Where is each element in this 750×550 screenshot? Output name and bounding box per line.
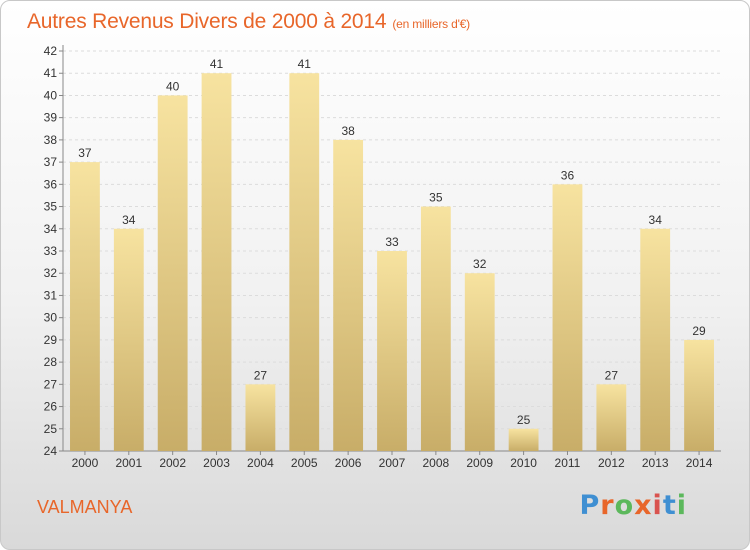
x-tick-label: 2008	[423, 456, 450, 470]
x-tick-label: 2004	[247, 456, 274, 470]
logo-letter: r	[600, 490, 615, 521]
logo-letter: x	[634, 490, 653, 521]
bar	[201, 73, 232, 451]
bar	[333, 139, 364, 451]
x-tick-label: 2014	[686, 456, 713, 470]
bar	[640, 228, 671, 451]
bar	[245, 384, 276, 451]
y-tick-label: 40	[44, 88, 58, 102]
bar-value-label: 38	[341, 124, 355, 138]
y-tick-label: 34	[44, 222, 58, 236]
bar	[289, 73, 320, 451]
bar	[113, 228, 144, 451]
bar-value-label: 35	[429, 191, 443, 205]
bar-value-label: 29	[692, 324, 706, 338]
bar	[552, 184, 583, 452]
title-unit: (en milliers d'€)	[392, 17, 470, 31]
x-tick-label: 2000	[72, 456, 99, 470]
y-tick-label: 32	[44, 266, 58, 280]
bar-value-label: 25	[517, 413, 531, 427]
y-tick-label: 35	[44, 200, 58, 214]
x-tick-label: 2013	[642, 456, 669, 470]
y-tick-label: 27	[44, 377, 58, 391]
bar-value-label: 41	[210, 57, 224, 71]
x-tick-label: 2010	[510, 456, 537, 470]
x-tick-label: 2009	[466, 456, 493, 470]
place-name: VALMANYA	[37, 497, 133, 517]
y-tick-label: 29	[44, 333, 58, 347]
bar-value-label: 27	[254, 368, 268, 382]
y-tick-label: 28	[44, 355, 58, 369]
logo-letter: P	[579, 490, 601, 521]
logo-letter: t	[662, 490, 677, 521]
logo-letter: o	[614, 490, 635, 521]
bar-value-label: 27	[605, 368, 619, 382]
y-tick-label: 37	[44, 155, 58, 169]
bar	[420, 206, 451, 451]
bar-value-label: 34	[122, 213, 136, 227]
bar	[508, 428, 539, 451]
bar-value-label: 33	[385, 235, 399, 249]
bar	[377, 251, 407, 451]
y-tick-label: 30	[44, 311, 58, 325]
bar	[684, 339, 714, 451]
x-tick-label: 2001	[115, 456, 142, 470]
bar-value-label: 32	[473, 257, 487, 271]
chart-title: Autres Revenus Divers de 2000 à 2014 (en …	[27, 10, 470, 34]
y-tick-label: 36	[44, 177, 58, 191]
y-tick-label: 26	[44, 400, 58, 414]
y-tick-label: 38	[44, 133, 58, 147]
y-tick-label: 41	[44, 66, 58, 80]
x-tick-label: 2005	[291, 456, 318, 470]
bar-value-label: 36	[561, 168, 575, 182]
bar	[464, 273, 495, 451]
bar-value-label: 37	[78, 146, 92, 160]
y-tick-label: 42	[44, 44, 58, 58]
bar	[70, 162, 100, 451]
x-tick-label: 2007	[379, 456, 406, 470]
y-tick-label: 33	[44, 244, 58, 258]
y-tick-label: 31	[44, 288, 58, 302]
bar-value-label: 40	[166, 79, 180, 93]
x-tick-label: 2011	[555, 456, 581, 470]
y-tick-label: 24	[44, 444, 58, 458]
x-tick-label: 2003	[203, 456, 230, 470]
bar	[157, 95, 188, 451]
bar	[596, 384, 627, 451]
bar-value-label: 34	[649, 213, 663, 227]
proxiti-logo: Proxiti	[579, 490, 687, 521]
x-tick-label: 2006	[335, 456, 362, 470]
logo-letter: i	[676, 490, 687, 521]
x-tick-label: 2012	[598, 456, 625, 470]
x-tick-label: 2002	[159, 456, 186, 470]
y-tick-label: 25	[44, 422, 58, 436]
y-tick-label: 39	[44, 111, 58, 125]
title-text: Autres Revenus Divers de 2000 à 2014	[27, 10, 387, 33]
logo-letter: i	[652, 490, 663, 521]
bar-value-label: 41	[298, 57, 312, 71]
